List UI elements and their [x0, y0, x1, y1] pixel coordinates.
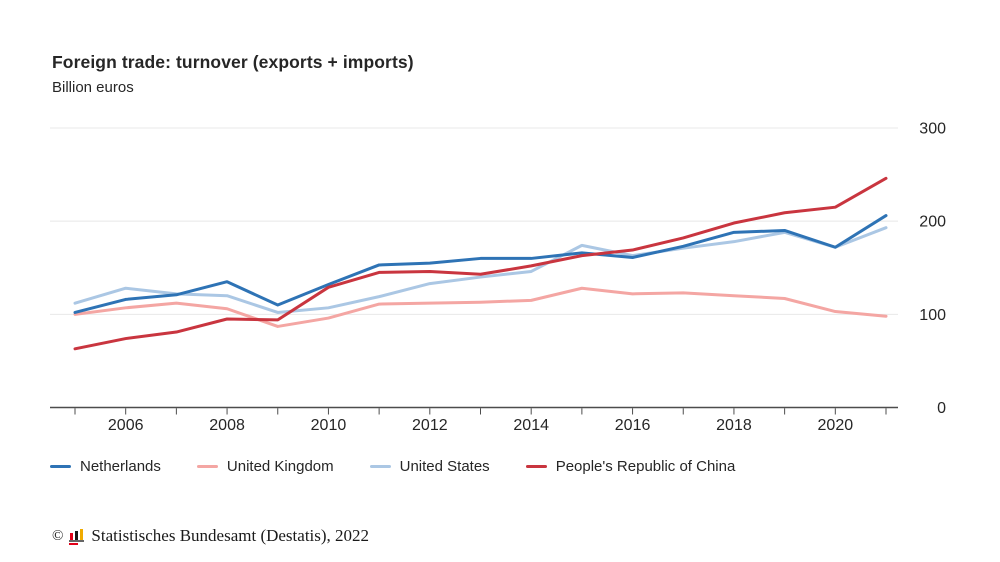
- series-line-united-states[interactable]: [73, 226, 888, 314]
- y-axis-label: 200: [919, 214, 946, 231]
- legend-line-marker: [196, 465, 218, 468]
- legend-item-united-states[interactable]: United States: [369, 458, 490, 475]
- series-line-people-s-republic-of-china[interactable]: [73, 176, 888, 351]
- source-attribution: © Statistisches Bundesamt (Destatis), 20…: [52, 526, 369, 546]
- x-axis-label: 2018: [716, 417, 752, 434]
- chart-legend: Netherlands United Kingdom United States…: [50, 458, 735, 475]
- series-line-united-kingdom[interactable]: [73, 286, 888, 328]
- legend-label: United States: [399, 458, 490, 475]
- chart-unit-subtitle: Billion euros: [52, 79, 134, 96]
- x-axis-label: 2010: [311, 417, 347, 434]
- x-axis-label: 2016: [615, 417, 651, 434]
- legend-line-marker: [50, 465, 71, 468]
- legend-item-united-kingdom[interactable]: United Kingdom: [196, 458, 334, 475]
- legend-item-netherlands[interactable]: Netherlands: [50, 458, 161, 475]
- source-text: Statistisches Bundesamt (Destatis), 2022: [91, 526, 370, 545]
- legend-line-marker: [525, 465, 547, 468]
- x-axis-label: 2020: [818, 417, 854, 434]
- legend-line-marker: [369, 465, 391, 468]
- x-axis-label: 2014: [513, 417, 549, 434]
- x-axis-label: 2012: [412, 417, 448, 434]
- x-axis-label: 2006: [108, 417, 144, 434]
- legend-label: People's Republic of China: [555, 458, 736, 475]
- series-line-netherlands[interactable]: [73, 214, 888, 314]
- y-axis-label: 100: [919, 307, 946, 324]
- legend-label: United Kingdom: [226, 458, 334, 475]
- copyright-symbol: ©: [52, 527, 64, 544]
- y-axis-label: 0: [937, 400, 946, 417]
- page-title: Foreign trade: turnover (exports + impor…: [52, 52, 414, 72]
- destatis-logo-icon: [69, 528, 85, 545]
- x-axis-label: 2008: [209, 417, 245, 434]
- legend-label: Netherlands: [80, 458, 161, 475]
- legend-item-china[interactable]: People's Republic of China: [525, 458, 736, 475]
- y-axis-label: 300: [919, 121, 946, 138]
